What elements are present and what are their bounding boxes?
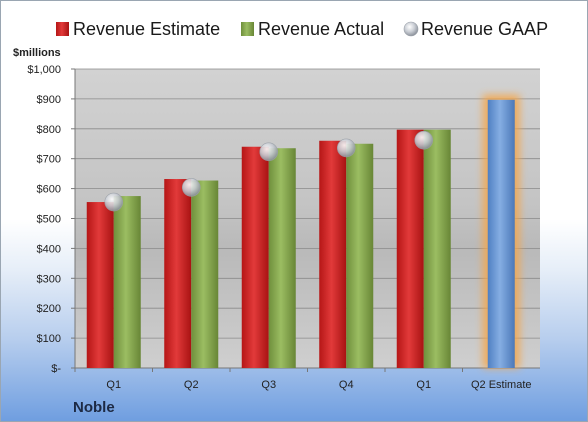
bar-revenue-actual [113, 196, 141, 368]
legend: Revenue Estimate Revenue Actual Revenue GA… [56, 19, 548, 39]
bar-revenue-actual [268, 148, 296, 368]
bar-revenue-actual [423, 129, 451, 368]
legend-label: Revenue Actual [258, 19, 384, 39]
legend-swatch-revenue-estimate [56, 22, 69, 36]
y-tick-label: $500 [37, 214, 61, 226]
gridlines [75, 68, 540, 369]
bar-revenue-estimate [396, 129, 424, 368]
bars [86, 94, 520, 368]
y-axis-unit-label: $millions [13, 47, 61, 59]
marker-revenue-gaap [104, 192, 124, 212]
legend-swatch-revenue-gaap [403, 21, 419, 37]
bar-revenue-estimate [241, 146, 269, 368]
x-tick-label: Q4 [339, 379, 354, 391]
x-tick-label: Q2 Estimate [471, 379, 532, 391]
y-tick-label: $900 [37, 94, 61, 106]
marker-revenue-gaap [259, 142, 279, 162]
legend-label: Revenue Estimate [73, 19, 220, 39]
x-tick-label: Q2 [184, 379, 199, 391]
y-tick-label: $- [51, 363, 61, 375]
y-tick-label: $100 [37, 333, 61, 345]
company-name: Noble [73, 399, 115, 416]
y-tick-label: $400 [37, 243, 61, 255]
bar-revenue-actual [191, 180, 219, 368]
x-tick-label: Q1 [416, 379, 431, 391]
bar-revenue-estimate [86, 202, 114, 368]
y-tick-label: $700 [37, 154, 61, 166]
y-tick-label: $800 [37, 124, 61, 136]
bar-revenue-estimate-next [487, 99, 515, 368]
x-tick-label: Q1 [106, 379, 121, 391]
y-tick-label: $1,000 [27, 64, 61, 76]
legend-label: Revenue GAAP [421, 19, 548, 39]
bar-revenue-estimate [164, 179, 192, 368]
marker-revenue-gaap [414, 130, 434, 150]
axes: $- $100 $200 $300 $400 $500 $600 $700 $800 $900 $1… [27, 64, 540, 391]
y-tick-label: $200 [37, 303, 61, 315]
legend-swatch-revenue-actual [241, 22, 254, 36]
marker-revenue-gaap [181, 178, 201, 197]
marker-revenue-gaap [336, 138, 356, 158]
x-tick-label: Q3 [261, 379, 276, 391]
y-tick-label: $300 [37, 273, 61, 285]
bar-revenue-actual [346, 143, 374, 368]
bar-revenue-estimate [319, 140, 347, 368]
y-tick-label: $600 [37, 184, 61, 196]
